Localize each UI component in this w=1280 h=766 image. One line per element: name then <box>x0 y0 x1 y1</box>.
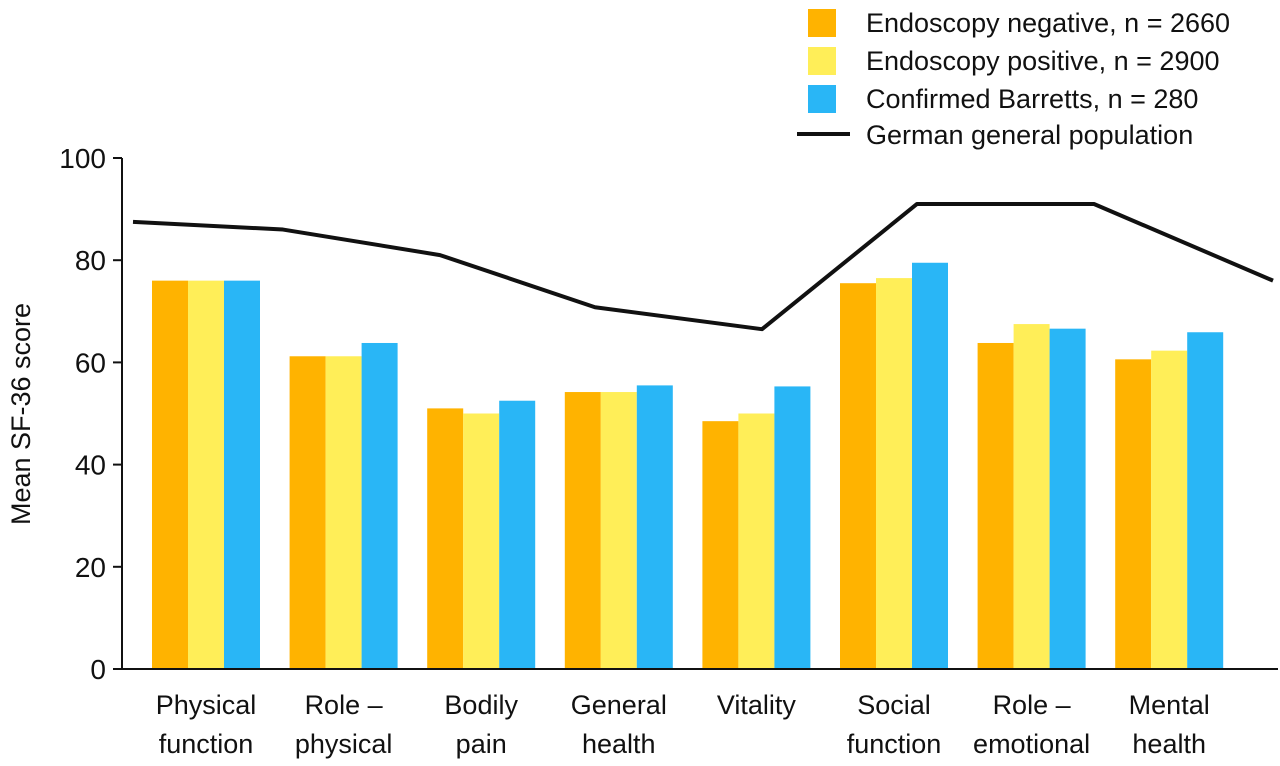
legend-swatch <box>808 85 836 113</box>
population-line-layer <box>132 201 1274 332</box>
x-tick-label: Mental <box>1129 690 1210 720</box>
bar <box>600 392 637 669</box>
legend-label: German general population <box>866 120 1193 150</box>
bar <box>1115 359 1152 669</box>
y-tick-label: 20 <box>75 552 106 583</box>
y-axis-title: Mean SF-36 score <box>6 303 36 525</box>
y-tick-label: 0 <box>90 654 106 685</box>
german-population-line <box>132 201 1274 332</box>
bar <box>702 421 739 669</box>
bar <box>876 278 912 669</box>
y-tick-label: 40 <box>75 450 106 481</box>
x-tick-label: Bodily <box>444 690 518 720</box>
bar <box>1151 350 1188 669</box>
bar <box>224 280 260 669</box>
x-axis: Physical function Role – physical Bodily pain… <box>122 668 1278 759</box>
y-axis: 0 20 40 60 80 100 <box>59 143 123 685</box>
bar <box>912 262 948 669</box>
bar <box>1049 328 1086 669</box>
x-tick-label: Physical <box>156 690 257 720</box>
y-tick-label: 100 <box>59 143 106 174</box>
legend-label: Endoscopy negative, n = 2660 <box>866 8 1230 38</box>
bar <box>636 385 673 669</box>
x-tick-label: General <box>571 690 667 720</box>
bar <box>840 283 876 669</box>
x-tick-label: Role – <box>305 690 383 720</box>
bar <box>289 356 326 669</box>
x-tick-label: function <box>847 729 942 759</box>
bar <box>1013 324 1050 669</box>
bar <box>188 280 224 669</box>
legend-swatch <box>808 47 836 75</box>
bar <box>564 392 601 669</box>
legend-label: Endoscopy positive, n = 2900 <box>866 46 1220 76</box>
x-tick-label: function <box>159 729 254 759</box>
y-tick-label: 60 <box>75 347 106 378</box>
legend-label: Confirmed Barretts, n = 280 <box>866 84 1198 114</box>
legend-swatch <box>808 9 836 37</box>
bars <box>152 262 1224 669</box>
bar <box>427 408 464 669</box>
legend: Endoscopy negative, n = 2660 Endoscopy po… <box>797 8 1230 150</box>
bar <box>463 413 500 669</box>
bar <box>499 400 536 669</box>
bar <box>361 342 398 669</box>
bar <box>774 386 811 669</box>
x-tick-label: Social <box>857 690 931 720</box>
x-tick-label: health <box>1132 729 1206 759</box>
x-tick-label: pain <box>456 729 507 759</box>
bar <box>1187 332 1224 669</box>
bar <box>152 280 188 669</box>
x-tick-label: health <box>582 729 656 759</box>
x-tick-label: physical <box>295 729 393 759</box>
bar <box>977 342 1014 669</box>
x-tick-label: Role – <box>993 690 1071 720</box>
x-tick-label: Vitality <box>717 690 797 720</box>
y-tick-label: 80 <box>75 245 106 276</box>
x-tick-label: emotional <box>973 729 1090 759</box>
bar <box>325 356 362 669</box>
bar <box>738 413 775 669</box>
